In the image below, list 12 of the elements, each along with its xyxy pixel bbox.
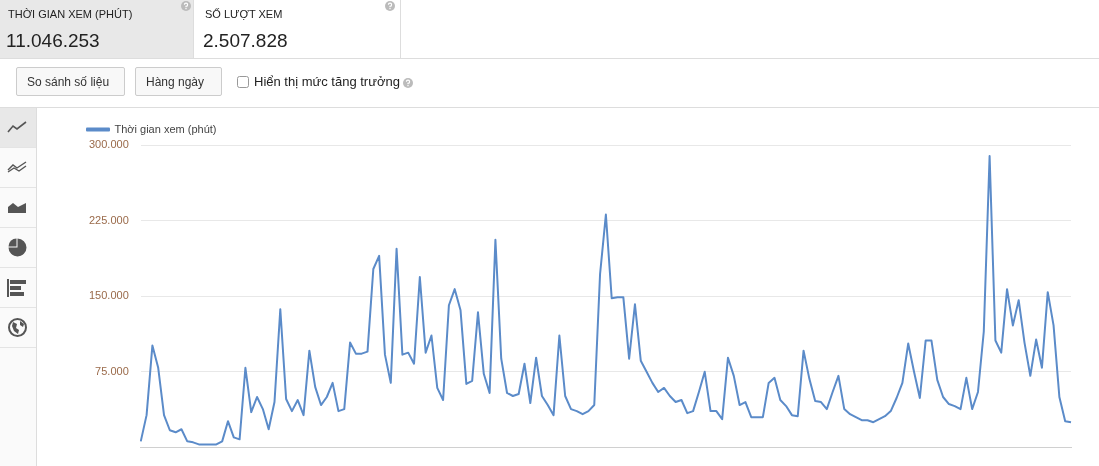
text: So sánh số liệu xyxy=(27,74,110,89)
legend-label: Thời gian xem (phút) xyxy=(114,122,217,135)
y-tick-label: 300.000 xyxy=(89,138,129,151)
text: 2.507.828 xyxy=(203,30,288,52)
text: Hiển thị mức tăng trưởng xyxy=(254,74,400,89)
y-tick-label: 225.000 xyxy=(89,213,129,226)
y-tick-label: 75.000 xyxy=(95,364,129,377)
text: Hàng ngày xyxy=(146,74,205,89)
text: THỜI GIAN XEM (PHÚT) xyxy=(8,8,133,20)
y-tick-label: 150.000 xyxy=(89,289,129,302)
text: 11.046.253 xyxy=(6,30,100,52)
text: SỐ LƯỢT XEM xyxy=(205,8,283,20)
